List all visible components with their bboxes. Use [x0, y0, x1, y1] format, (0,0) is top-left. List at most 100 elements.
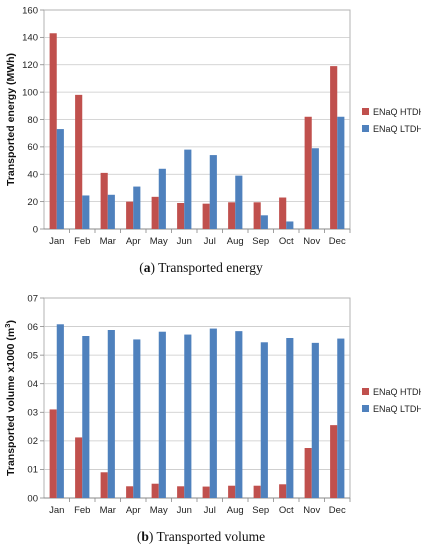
- x-tick-label: Nov: [303, 236, 320, 247]
- bar-htdh: [228, 485, 236, 498]
- x-tick-label: Apr: [126, 505, 141, 516]
- y-tick-label: 160: [22, 5, 38, 16]
- x-tick-label: Apr: [126, 236, 141, 247]
- bar-htdh: [330, 66, 338, 230]
- bar-htdh: [151, 483, 159, 498]
- bar-ltdh: [82, 336, 90, 498]
- bar-ltdh: [235, 331, 243, 498]
- bar-htdh: [100, 472, 108, 498]
- legend-swatch: [362, 125, 369, 132]
- bar-ltdh: [133, 186, 141, 229]
- y-axis-title: Transported energy (MWh): [5, 53, 17, 186]
- y-tick-label: 02: [27, 436, 38, 447]
- x-tick-label: Jun: [177, 236, 192, 247]
- y-tick-label: 100: [22, 87, 38, 98]
- bar-htdh: [202, 203, 210, 229]
- x-tick-label: Sep: [252, 236, 269, 247]
- bar-htdh: [100, 172, 108, 229]
- bar-ltdh: [209, 328, 217, 498]
- x-tick-label: Sep: [252, 505, 269, 516]
- y-tick-label: 03: [27, 408, 38, 419]
- x-tick-label: May: [150, 505, 168, 516]
- bar-ltdh: [184, 149, 192, 229]
- bar-ltdh: [56, 324, 64, 498]
- x-tick-label: Mar: [100, 505, 116, 516]
- bar-ltdh: [337, 338, 345, 498]
- bar-ltdh: [235, 175, 243, 229]
- x-tick-label: Jul: [204, 236, 216, 247]
- y-tick-label: 01: [27, 465, 38, 476]
- x-tick-label: Jan: [49, 236, 64, 247]
- bar-htdh: [228, 202, 236, 229]
- bar-ltdh: [133, 339, 141, 498]
- bar-htdh: [126, 201, 134, 229]
- bar-htdh: [253, 485, 261, 498]
- legend-label: ENaQ LTDH: [373, 124, 421, 134]
- bar-htdh: [304, 448, 312, 498]
- bar-ltdh: [184, 334, 192, 498]
- bar-htdh: [279, 197, 287, 229]
- legend-swatch: [362, 405, 369, 412]
- bar-htdh: [126, 486, 134, 498]
- bar-ltdh: [286, 221, 294, 229]
- y-axis-title: Transported volume x1000 (m3): [3, 320, 17, 476]
- bar-ltdh: [82, 195, 90, 229]
- y-tick-label: 06: [27, 322, 38, 333]
- bar-htdh: [304, 116, 312, 229]
- x-tick-label: Dec: [329, 505, 346, 516]
- x-tick-label: Mar: [100, 236, 116, 247]
- bar-ltdh: [107, 194, 115, 229]
- x-tick-label: Oct: [279, 505, 294, 516]
- legend-swatch: [362, 388, 369, 395]
- y-tick-label: 05: [27, 350, 38, 361]
- x-tick-label: Aug: [227, 236, 244, 247]
- bar-ltdh: [158, 168, 166, 229]
- y-tick-label: 120: [22, 60, 38, 71]
- y-tick-label: 20: [27, 197, 38, 208]
- figure-caption: (a) Transported energy: [139, 260, 263, 275]
- figure-caption: (b) Transported volume: [137, 529, 265, 544]
- y-tick-label: 00: [27, 493, 38, 504]
- y-tick-label: 40: [27, 170, 38, 181]
- x-tick-label: Jul: [204, 505, 216, 516]
- volume-chart: 00 01 02 03 04 05 06 07 Jan Feb Mar Apr May Jun Jul Aug…: [3, 293, 421, 544]
- legend-label: ENaQ HTDH: [373, 387, 421, 397]
- bar-ltdh: [158, 331, 166, 498]
- bar-htdh: [253, 202, 261, 229]
- energy-chart: 0 20 40 60 80 100 120 140 160 Jan Feb Mar Apr May Jun J…: [5, 5, 421, 275]
- bar-ltdh: [286, 338, 294, 498]
- x-tick-label: Feb: [74, 505, 90, 516]
- legend-label: ENaQ LTDH: [373, 404, 421, 414]
- x-tick-label: Aug: [227, 505, 244, 516]
- y-tick-label: 80: [27, 115, 38, 126]
- x-tick-label: Nov: [303, 505, 320, 516]
- x-tick-label: Jun: [177, 505, 192, 516]
- x-tick-label: Oct: [279, 236, 294, 247]
- plot-frame: [43, 297, 351, 499]
- bar-ltdh: [260, 215, 268, 229]
- bar-htdh: [330, 425, 338, 498]
- bar-htdh: [151, 196, 159, 229]
- y-tick-label: 60: [27, 142, 38, 153]
- bar-htdh: [279, 484, 287, 498]
- legend-label: ENaQ HTDH: [373, 107, 421, 117]
- bar-htdh: [75, 437, 83, 498]
- bar-htdh: [49, 33, 57, 229]
- x-tick-label: May: [150, 236, 168, 247]
- bar-htdh: [75, 94, 83, 229]
- y-tick-label: 07: [27, 293, 38, 304]
- legend-swatch: [362, 108, 369, 115]
- bar-ltdh: [311, 148, 319, 229]
- bar-htdh: [202, 486, 210, 498]
- y-tick-label: 0: [33, 224, 38, 235]
- x-tick-label: Dec: [329, 236, 346, 247]
- bar-ltdh: [209, 155, 217, 229]
- x-tick-label: Feb: [74, 236, 90, 247]
- y-tick-label: 140: [22, 33, 38, 44]
- bar-htdh: [49, 409, 57, 498]
- x-tick-label: Jan: [49, 505, 64, 516]
- bar-ltdh: [107, 330, 115, 498]
- bar-ltdh: [56, 129, 64, 229]
- bar-ltdh: [311, 342, 319, 498]
